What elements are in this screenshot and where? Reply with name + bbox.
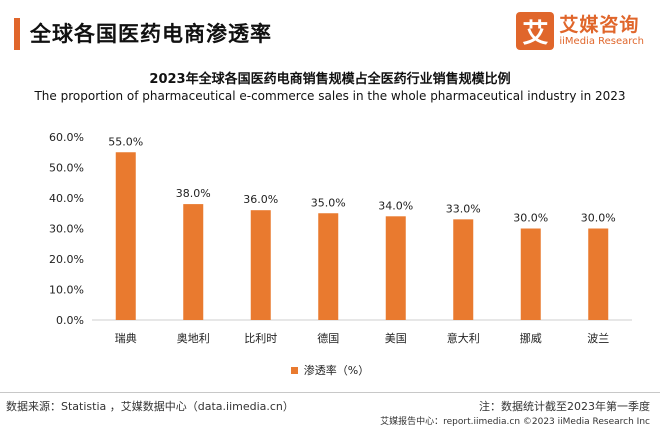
bar [115,152,136,320]
y-tick-label: 20.0% [49,253,84,266]
title-accent-bar [14,18,20,50]
data-note: 注：数据统计截至2023年第一季度 [479,400,650,413]
bar [385,216,406,320]
iimedia-logo: 艾 艾媒咨询 iiMedia Research [516,12,644,50]
data-label: 38.0% [176,187,211,200]
y-tick-label: 40.0% [49,192,84,205]
y-tick-label: 30.0% [49,223,84,236]
logo-name-cn: 艾媒咨询 [559,14,640,36]
x-tick-label: 瑞典 [115,331,137,345]
x-tick-label: 美国 [385,332,407,345]
x-tick-label: 波兰 [587,332,609,345]
logo-mark-icon: 艾 [516,12,555,50]
chart-subtitle: The proportion of pharmaceutical e-comme… [34,89,626,103]
y-tick-label: 60.0% [49,131,84,144]
data-label: 34.0% [378,199,413,212]
bar [453,219,474,320]
chart-title: 2023年全球各国医药电商销售规模占全医药行业销售规模比例 [149,72,511,87]
data-label: 30.0% [513,212,548,225]
bar [183,204,204,320]
data-label: 36.0% [243,193,278,206]
data-source: 数据来源：Statistia ，艾媒数据中心（data.iimedia.cn） [6,400,294,413]
page-title: 全球各国医药电商渗透率 [30,22,272,46]
legend-label: 渗透率（%） [303,364,370,377]
bar [250,210,271,320]
bar [318,213,339,320]
x-tick-label: 比利时 [244,332,277,345]
copyright: 艾媒报告中心：report.iimedia.cn ©2023 iiMedia R… [380,417,650,427]
y-tick-label: 0.0% [56,314,84,327]
legend-swatch [290,366,298,374]
y-tick-label: 10.0% [49,284,84,297]
footer-divider [0,392,660,393]
x-tick-label: 德国 [317,331,339,345]
x-tick-label: 挪威 [520,331,542,345]
data-label: 35.0% [311,196,346,209]
logo-text: 艾媒咨询 iiMedia Research [559,14,644,48]
y-tick-label: 50.0% [49,162,84,175]
chart-legend: 渗透率（%） [0,362,660,378]
data-label: 30.0% [581,212,616,225]
x-tick-label: 意大利 [447,331,480,345]
bar [588,228,609,320]
x-tick-label: 奥地利 [177,331,210,345]
bar [520,228,541,320]
data-label: 55.0% [108,135,143,148]
logo-name-en: iiMedia Research [559,36,644,47]
data-label: 33.0% [446,202,481,215]
